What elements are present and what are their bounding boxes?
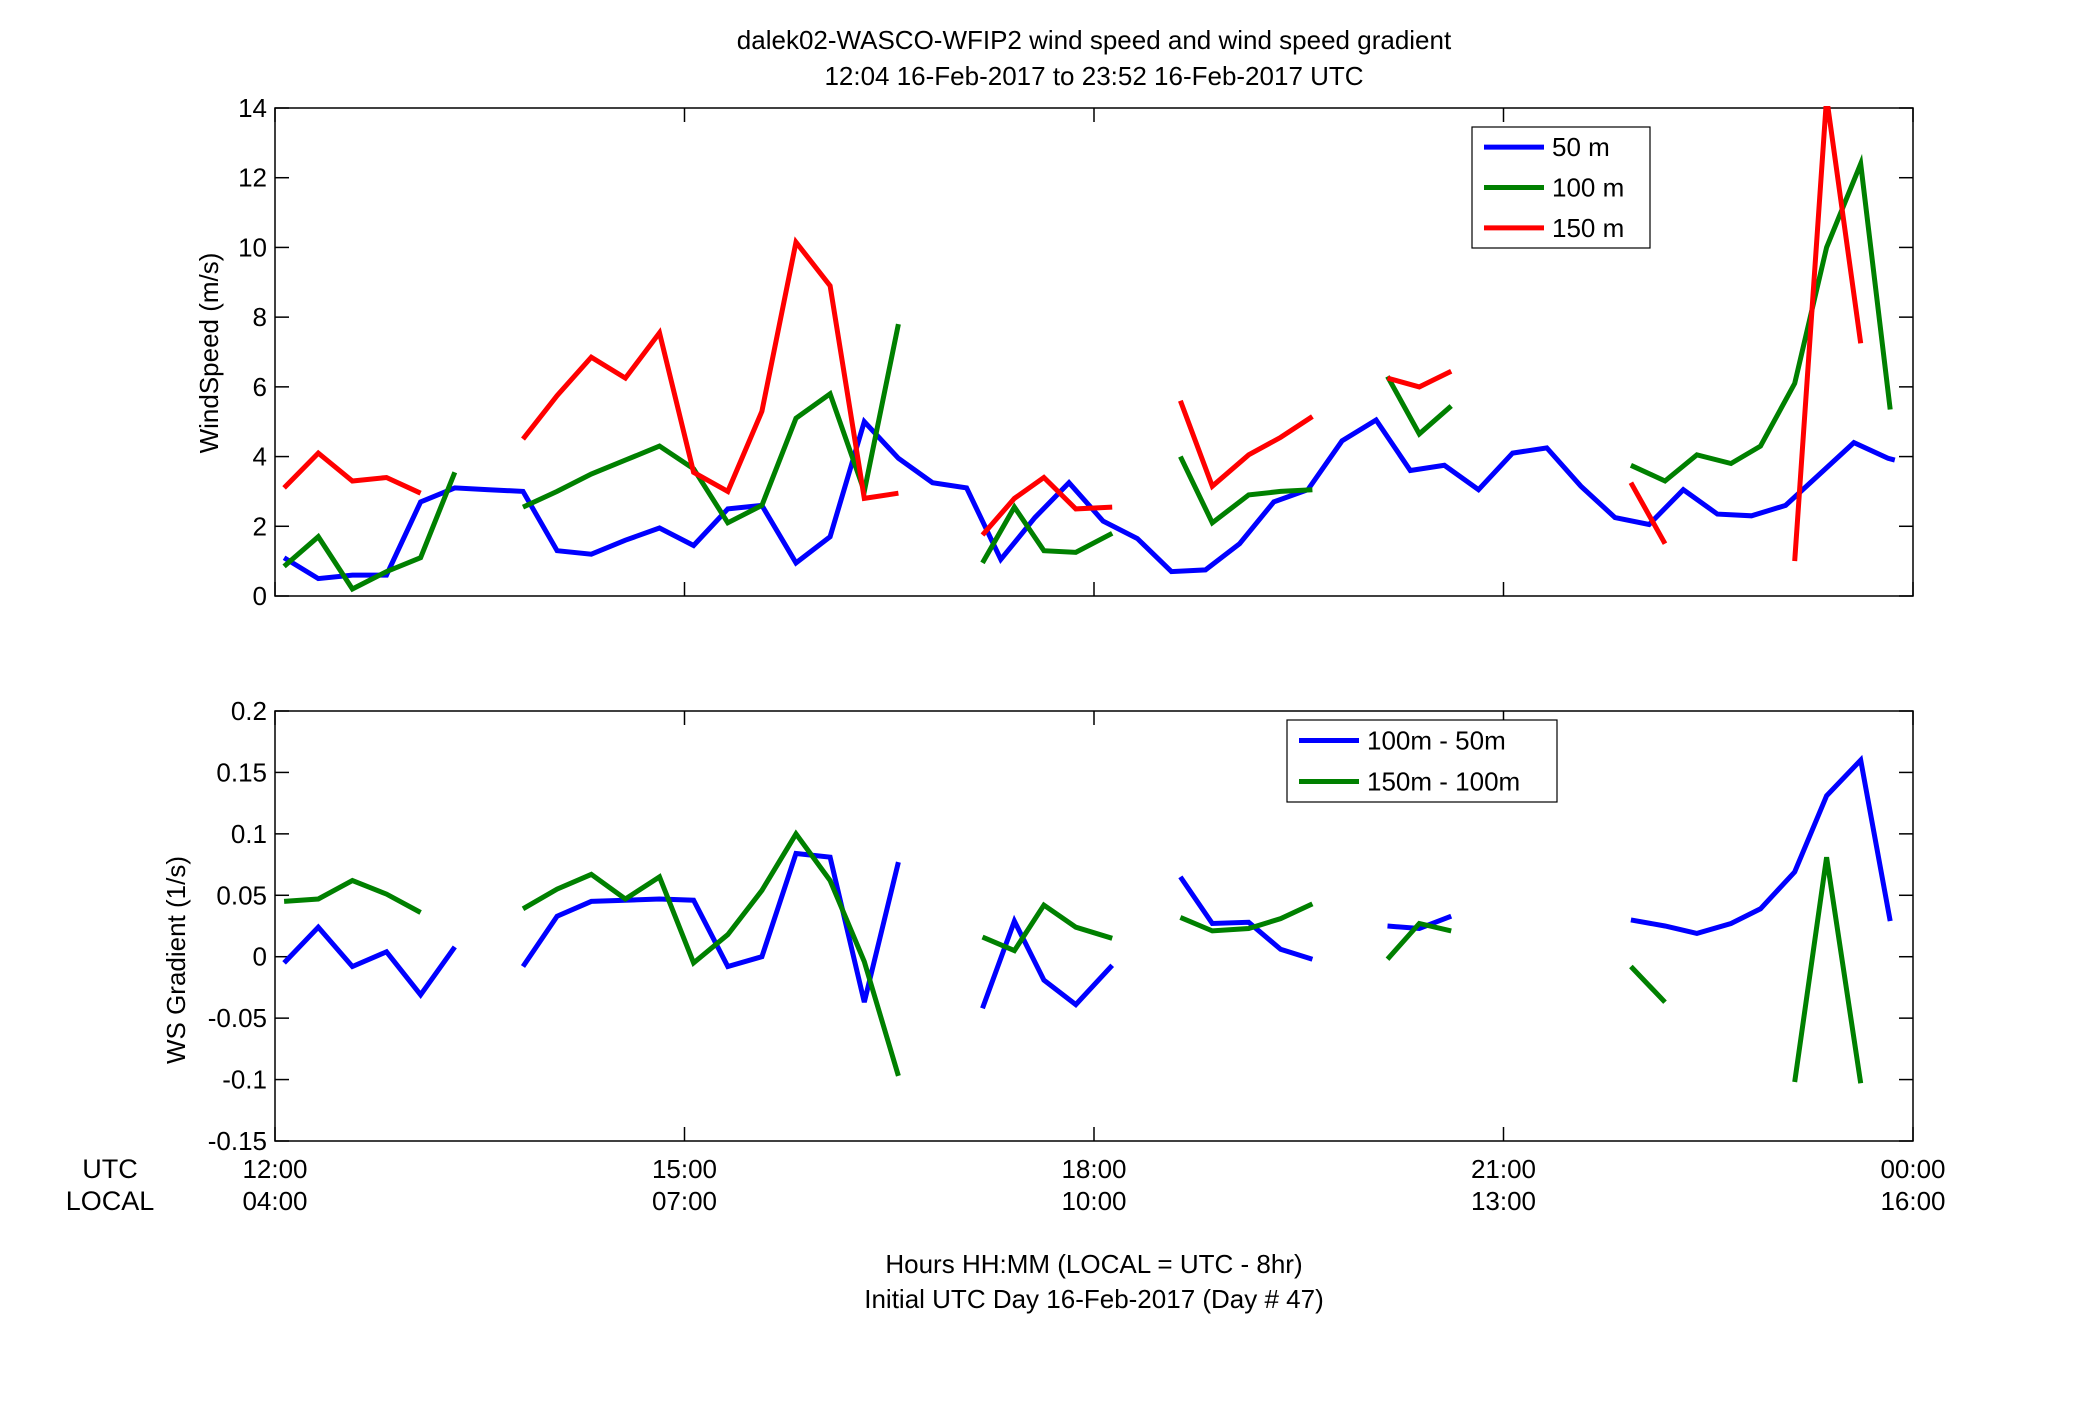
legend-label: 100 m — [1552, 173, 1624, 203]
xlabel-line1: Hours HH:MM (LOCAL = UTC - 8hr) — [885, 1249, 1302, 1279]
x-tick-label-utc: 15:00 — [652, 1154, 717, 1184]
series-line-150m-100m — [283, 829, 1864, 1084]
figure-title-line2: 12:04 16-Feb-2017 to 23:52 16-Feb-2017 U… — [824, 61, 1363, 91]
plot-area-frame — [274, 107, 1914, 597]
y-tick-label: -0.05 — [208, 1003, 267, 1033]
x-tick-label-local: 16:00 — [1880, 1186, 1945, 1216]
x-tick-label-utc: 12:00 — [242, 1154, 307, 1184]
x-tick-label-utc: 18:00 — [1061, 1154, 1126, 1184]
legend-box — [1286, 719, 1558, 803]
legend-label: 100m - 50m — [1367, 726, 1506, 756]
legend-label: 50 m — [1552, 132, 1610, 162]
series-line-100-m — [282, 153, 1893, 593]
windspeed-ylabel: WindSpeed (m/s) — [194, 253, 224, 454]
y-tick-label: 4 — [253, 442, 267, 472]
figure-title-line1: dalek02-WASCO-WFIP2 wind speed and wind … — [737, 25, 1452, 55]
y-tick-label: 12 — [238, 163, 267, 193]
x-tick-label-utc: 21:00 — [1471, 1154, 1536, 1184]
y-tick-label: 0.15 — [216, 757, 267, 787]
utc-row-label: UTC — [82, 1154, 138, 1184]
series-line-100m-50m — [282, 754, 1893, 1010]
legend-label: 150m - 100m — [1367, 767, 1520, 797]
y-tick-label: 0.1 — [231, 819, 267, 849]
x-tick-label-local: 04:00 — [242, 1186, 307, 1216]
legend-label: 150 m — [1552, 213, 1624, 243]
y-tick-label: 8 — [253, 302, 267, 332]
legend: 100m - 50m 150m - 100m — [1286, 719, 1558, 803]
local-row-label: LOCAL — [66, 1186, 155, 1216]
y-tick-label: 14 — [238, 93, 267, 123]
windspeed-panel: 0 2 4 6 8 10 12 14 50 m 100 m 150 m — [238, 93, 1914, 611]
y-tick-label: 0.2 — [231, 696, 267, 726]
x-tick-label-local: 07:00 — [652, 1186, 717, 1216]
xlabel-line2: Initial UTC Day 16-Feb-2017 (Day # 47) — [864, 1284, 1324, 1314]
y-tick-label: -0.15 — [208, 1126, 267, 1156]
series-line-50-m — [282, 416, 1896, 582]
y-tick-label: 2 — [253, 511, 267, 541]
legend: 50 m 100 m 150 m — [1471, 126, 1651, 249]
y-tick-label: -0.1 — [222, 1065, 267, 1095]
gradient-ylabel: WS Gradient (1/s) — [161, 856, 191, 1064]
x-tick-label-local: 10:00 — [1061, 1186, 1126, 1216]
x-tick-label-utc: 00:00 — [1880, 1154, 1945, 1184]
x-tick-label-local: 13:00 — [1471, 1186, 1536, 1216]
y-tick-label: 0 — [253, 942, 267, 972]
series-line-150-m — [282, 106, 1864, 562]
y-tick-label: 10 — [238, 232, 267, 262]
y-tick-label: 6 — [253, 372, 267, 402]
y-tick-label: 0 — [253, 581, 267, 611]
y-tick-label: 0.05 — [216, 880, 267, 910]
